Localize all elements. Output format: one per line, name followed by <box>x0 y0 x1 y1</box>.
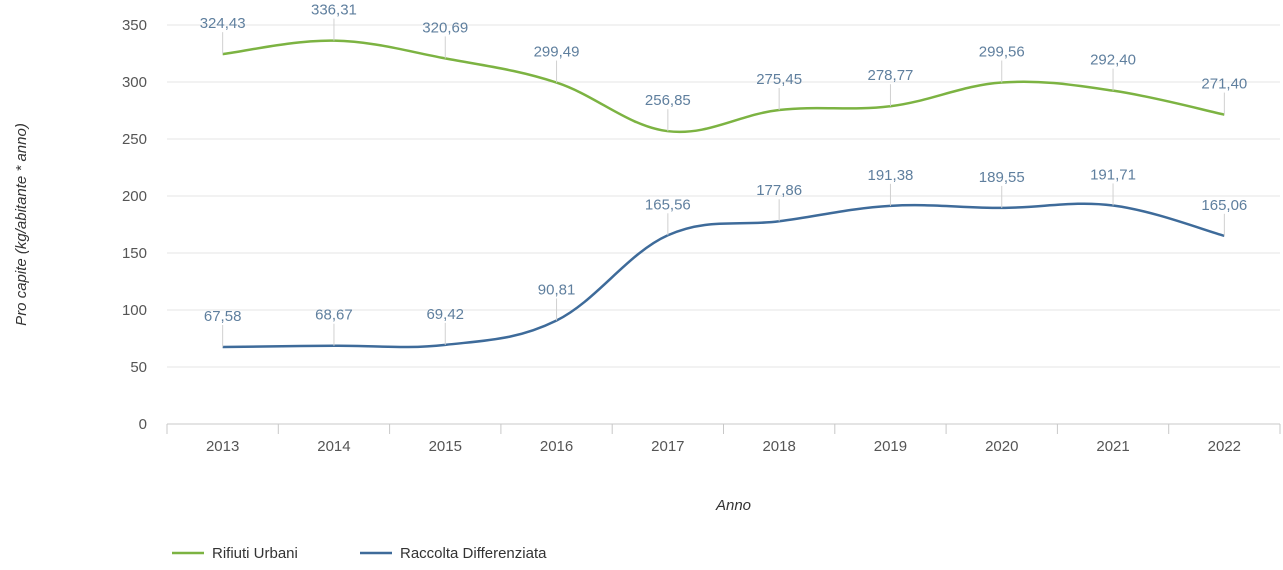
x-tick-label: 2013 <box>206 438 239 455</box>
data-label: 165,56 <box>645 196 691 213</box>
data-label: 69,42 <box>426 306 464 323</box>
data-label: 299,49 <box>534 44 580 61</box>
data-label: 324,43 <box>200 15 246 32</box>
y-tick-label: 50 <box>130 359 147 376</box>
y-tick-label: 0 <box>139 416 147 433</box>
data-labels: 324,43 336,31 320,69 299,49 256,85 275,45 278,… <box>200 2 1247 347</box>
data-label: 189,55 <box>979 169 1025 186</box>
x-tick-label: 2018 <box>762 438 795 455</box>
series-lines <box>222 39 1225 349</box>
y-axis-title: Pro capite (kg/abitante * anno) <box>13 123 30 326</box>
data-label: 177,86 <box>756 182 802 199</box>
legend: Rifiuti Urbani Raccolta Differenziata <box>172 545 547 562</box>
data-label: 191,38 <box>868 167 914 184</box>
data-label: 320,69 <box>422 19 468 36</box>
data-label: 68,67 <box>315 307 353 324</box>
y-tick-label: 150 <box>122 245 147 262</box>
series-line-rifiuti-urbani <box>222 39 1225 134</box>
data-label: 67,58 <box>204 308 242 325</box>
x-tick-label: 2015 <box>429 438 462 455</box>
series-line-raccolta-differenziata <box>222 202 1225 349</box>
y-tick-label: 350 <box>122 17 147 34</box>
legend-label: Rifiuti Urbani <box>212 545 298 562</box>
x-tick-label: 2017 <box>651 438 684 455</box>
data-label: 278,77 <box>868 67 914 84</box>
x-axis-title: Anno <box>715 497 751 514</box>
x-tick-label: 2021 <box>1096 438 1129 455</box>
y-tick-label: 200 <box>122 188 147 205</box>
data-label: 256,85 <box>645 92 691 109</box>
gridlines <box>167 24 1280 368</box>
data-label: 336,31 <box>311 2 357 19</box>
y-tick-label: 100 <box>122 302 147 319</box>
x-tick-label: 2019 <box>874 438 907 455</box>
data-label: 90,81 <box>538 281 576 298</box>
x-tick-label: 2020 <box>985 438 1018 455</box>
y-tick-label: 300 <box>122 74 147 91</box>
x-tick-label: 2022 <box>1208 438 1241 455</box>
legend-label: Raccolta Differenziata <box>400 545 547 562</box>
y-tick-label: 250 <box>122 131 147 148</box>
data-label: 299,56 <box>979 44 1025 61</box>
x-tick-label: 2014 <box>317 438 350 455</box>
x-tick-label: 2016 <box>540 438 573 455</box>
data-label: 165,06 <box>1201 197 1247 214</box>
data-label: 275,45 <box>756 71 802 88</box>
axes: 0 50 100 150 200 250 300 350 2013 2014 2015 2016 201… <box>122 17 1281 455</box>
data-label: 191,71 <box>1090 166 1136 183</box>
data-label: 292,40 <box>1090 52 1136 69</box>
data-label: 271,40 <box>1201 76 1247 93</box>
